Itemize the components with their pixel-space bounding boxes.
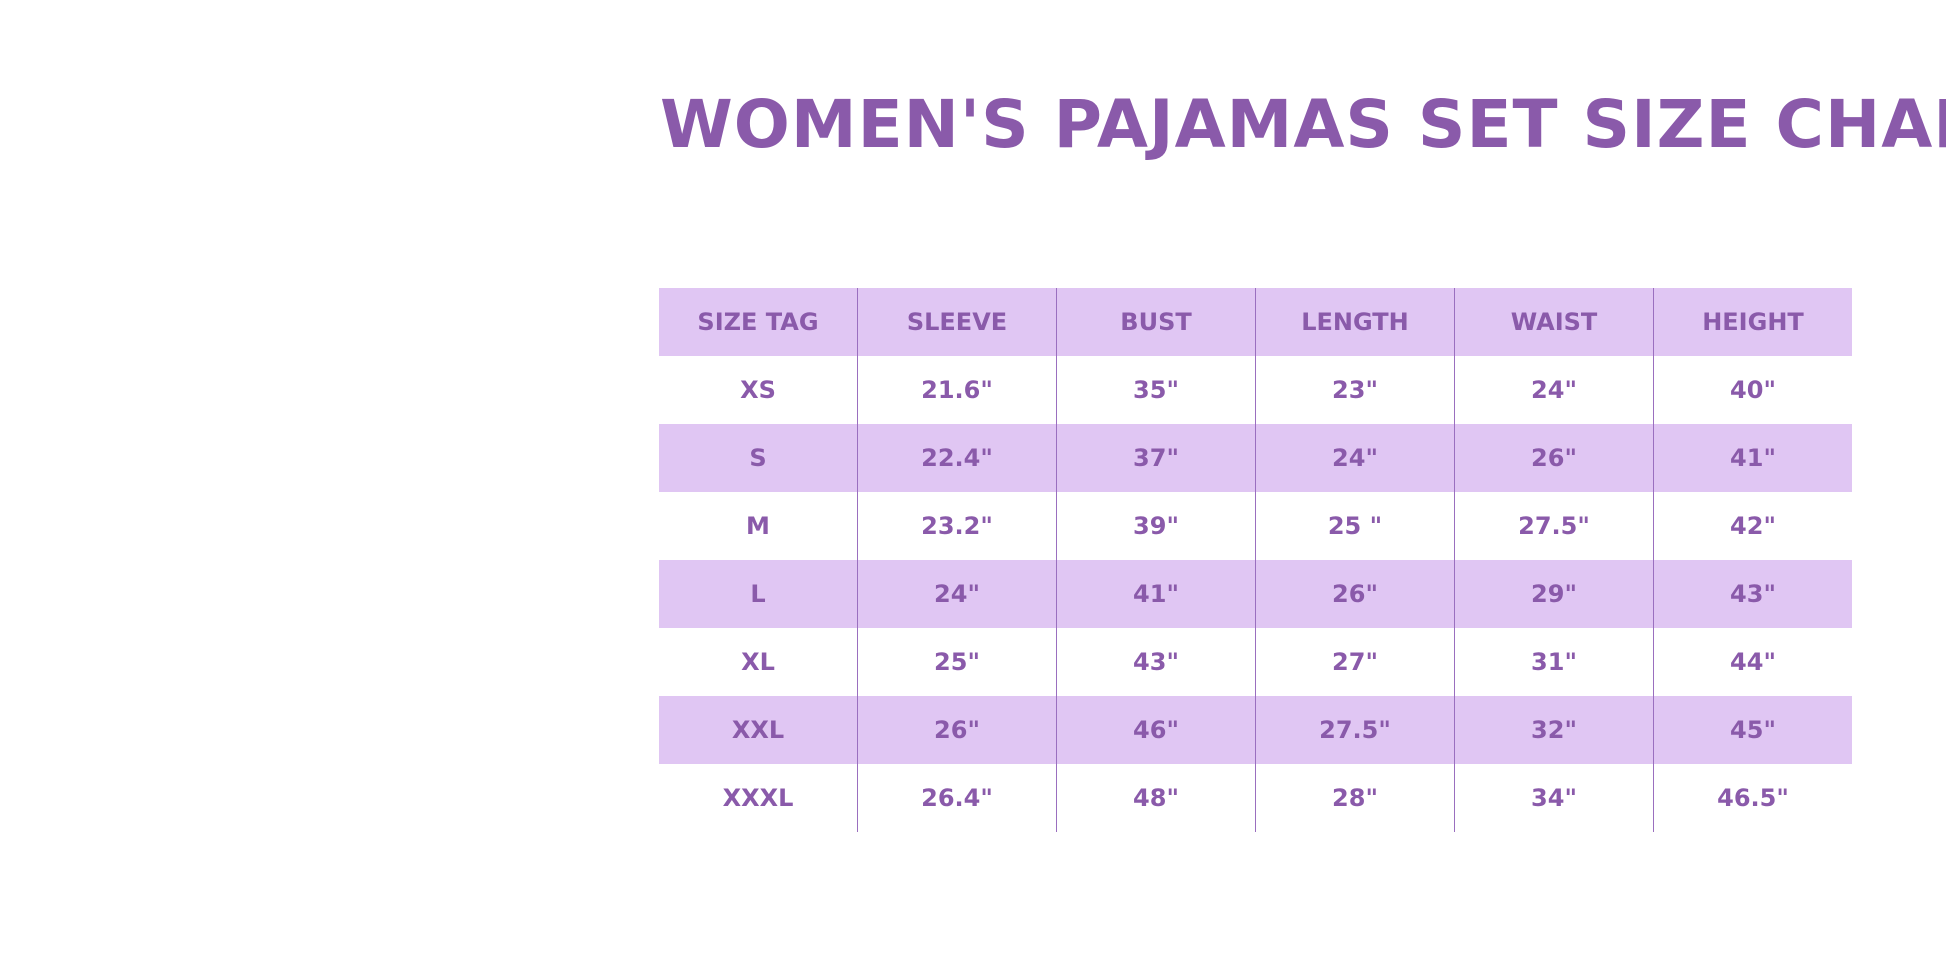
table-row: XXL 26" 46" 27.5" 32" 45" [659, 696, 1852, 764]
table-cell: 25 " [1255, 492, 1455, 560]
table-cell: 46.5" [1653, 764, 1852, 832]
table-cell: 43" [1056, 628, 1256, 696]
table-cell: 27" [1255, 628, 1455, 696]
table-cell: 35" [1056, 356, 1256, 424]
table-cell: 45" [1653, 696, 1852, 764]
header-waist: WAIST [1454, 288, 1654, 356]
table-row: XL 25" 43" 27" 31" 44" [659, 628, 1852, 696]
table-header-row: SIZE TAG SLEEVE BUST LENGTH WAIST HEIGHT [659, 288, 1852, 356]
table-cell: XL [741, 648, 775, 676]
table-cell: 44" [1653, 628, 1852, 696]
table-row: L 24" 41" 26" 29" 43" [659, 560, 1852, 628]
table-cell: XS [740, 376, 776, 404]
table-cell: 42" [1653, 492, 1852, 560]
header-sleeve: SLEEVE [857, 288, 1057, 356]
table-cell: 24" [857, 560, 1057, 628]
header-length: LENGTH [1255, 288, 1455, 356]
table-cell: XXL [731, 716, 785, 744]
table-cell: 23" [1255, 356, 1455, 424]
table-row: M 23.2" 39" 25 " 27.5" 42" [659, 492, 1852, 560]
table-cell: 34" [1454, 764, 1654, 832]
header-bust: BUST [1056, 288, 1256, 356]
table-cell: L [750, 580, 766, 608]
table-cell: 39" [1056, 492, 1256, 560]
table-cell: 32" [1454, 696, 1654, 764]
table-cell: 26" [857, 696, 1057, 764]
table-cell: S [749, 444, 767, 472]
table-cell: 41" [1056, 560, 1256, 628]
table-cell: 41" [1653, 424, 1852, 492]
page-title: WOMEN'S PAJAMAS SET SIZE CHART [660, 86, 1946, 163]
table-cell: XXXL [722, 784, 794, 812]
table-cell: 46" [1056, 696, 1256, 764]
header-height: HEIGHT [1653, 288, 1852, 356]
table-cell: 37" [1056, 424, 1256, 492]
table-cell: 40" [1653, 356, 1852, 424]
table-cell: 22.4" [857, 424, 1057, 492]
table-cell: 48" [1056, 764, 1256, 832]
table-row: XXXL 26.4" 48" 28" 34" 46.5" [659, 764, 1852, 832]
table-cell: 29" [1454, 560, 1654, 628]
table-cell: M [746, 512, 770, 540]
table-cell: 27.5" [1454, 492, 1654, 560]
table-cell: 26" [1255, 560, 1455, 628]
table-cell: 43" [1653, 560, 1852, 628]
table-cell: 26.4" [857, 764, 1057, 832]
table-cell: 23.2" [857, 492, 1057, 560]
table-cell: 28" [1255, 764, 1455, 832]
size-chart-table: SIZE TAG SLEEVE BUST LENGTH WAIST HEIGHT… [659, 288, 1852, 832]
table-cell: 21.6" [857, 356, 1057, 424]
table-cell: 26" [1454, 424, 1654, 492]
table-cell: 24" [1454, 356, 1654, 424]
table-row: S 22.4" 37" 24" 26" 41" [659, 424, 1852, 492]
table-cell: 24" [1255, 424, 1455, 492]
table-cell: 31" [1454, 628, 1654, 696]
table-cell: 27.5" [1255, 696, 1455, 764]
table-cell: 25" [857, 628, 1057, 696]
table-row: XS 21.6" 35" 23" 24" 40" [659, 356, 1852, 424]
header-size-tag: SIZE TAG [697, 308, 819, 336]
